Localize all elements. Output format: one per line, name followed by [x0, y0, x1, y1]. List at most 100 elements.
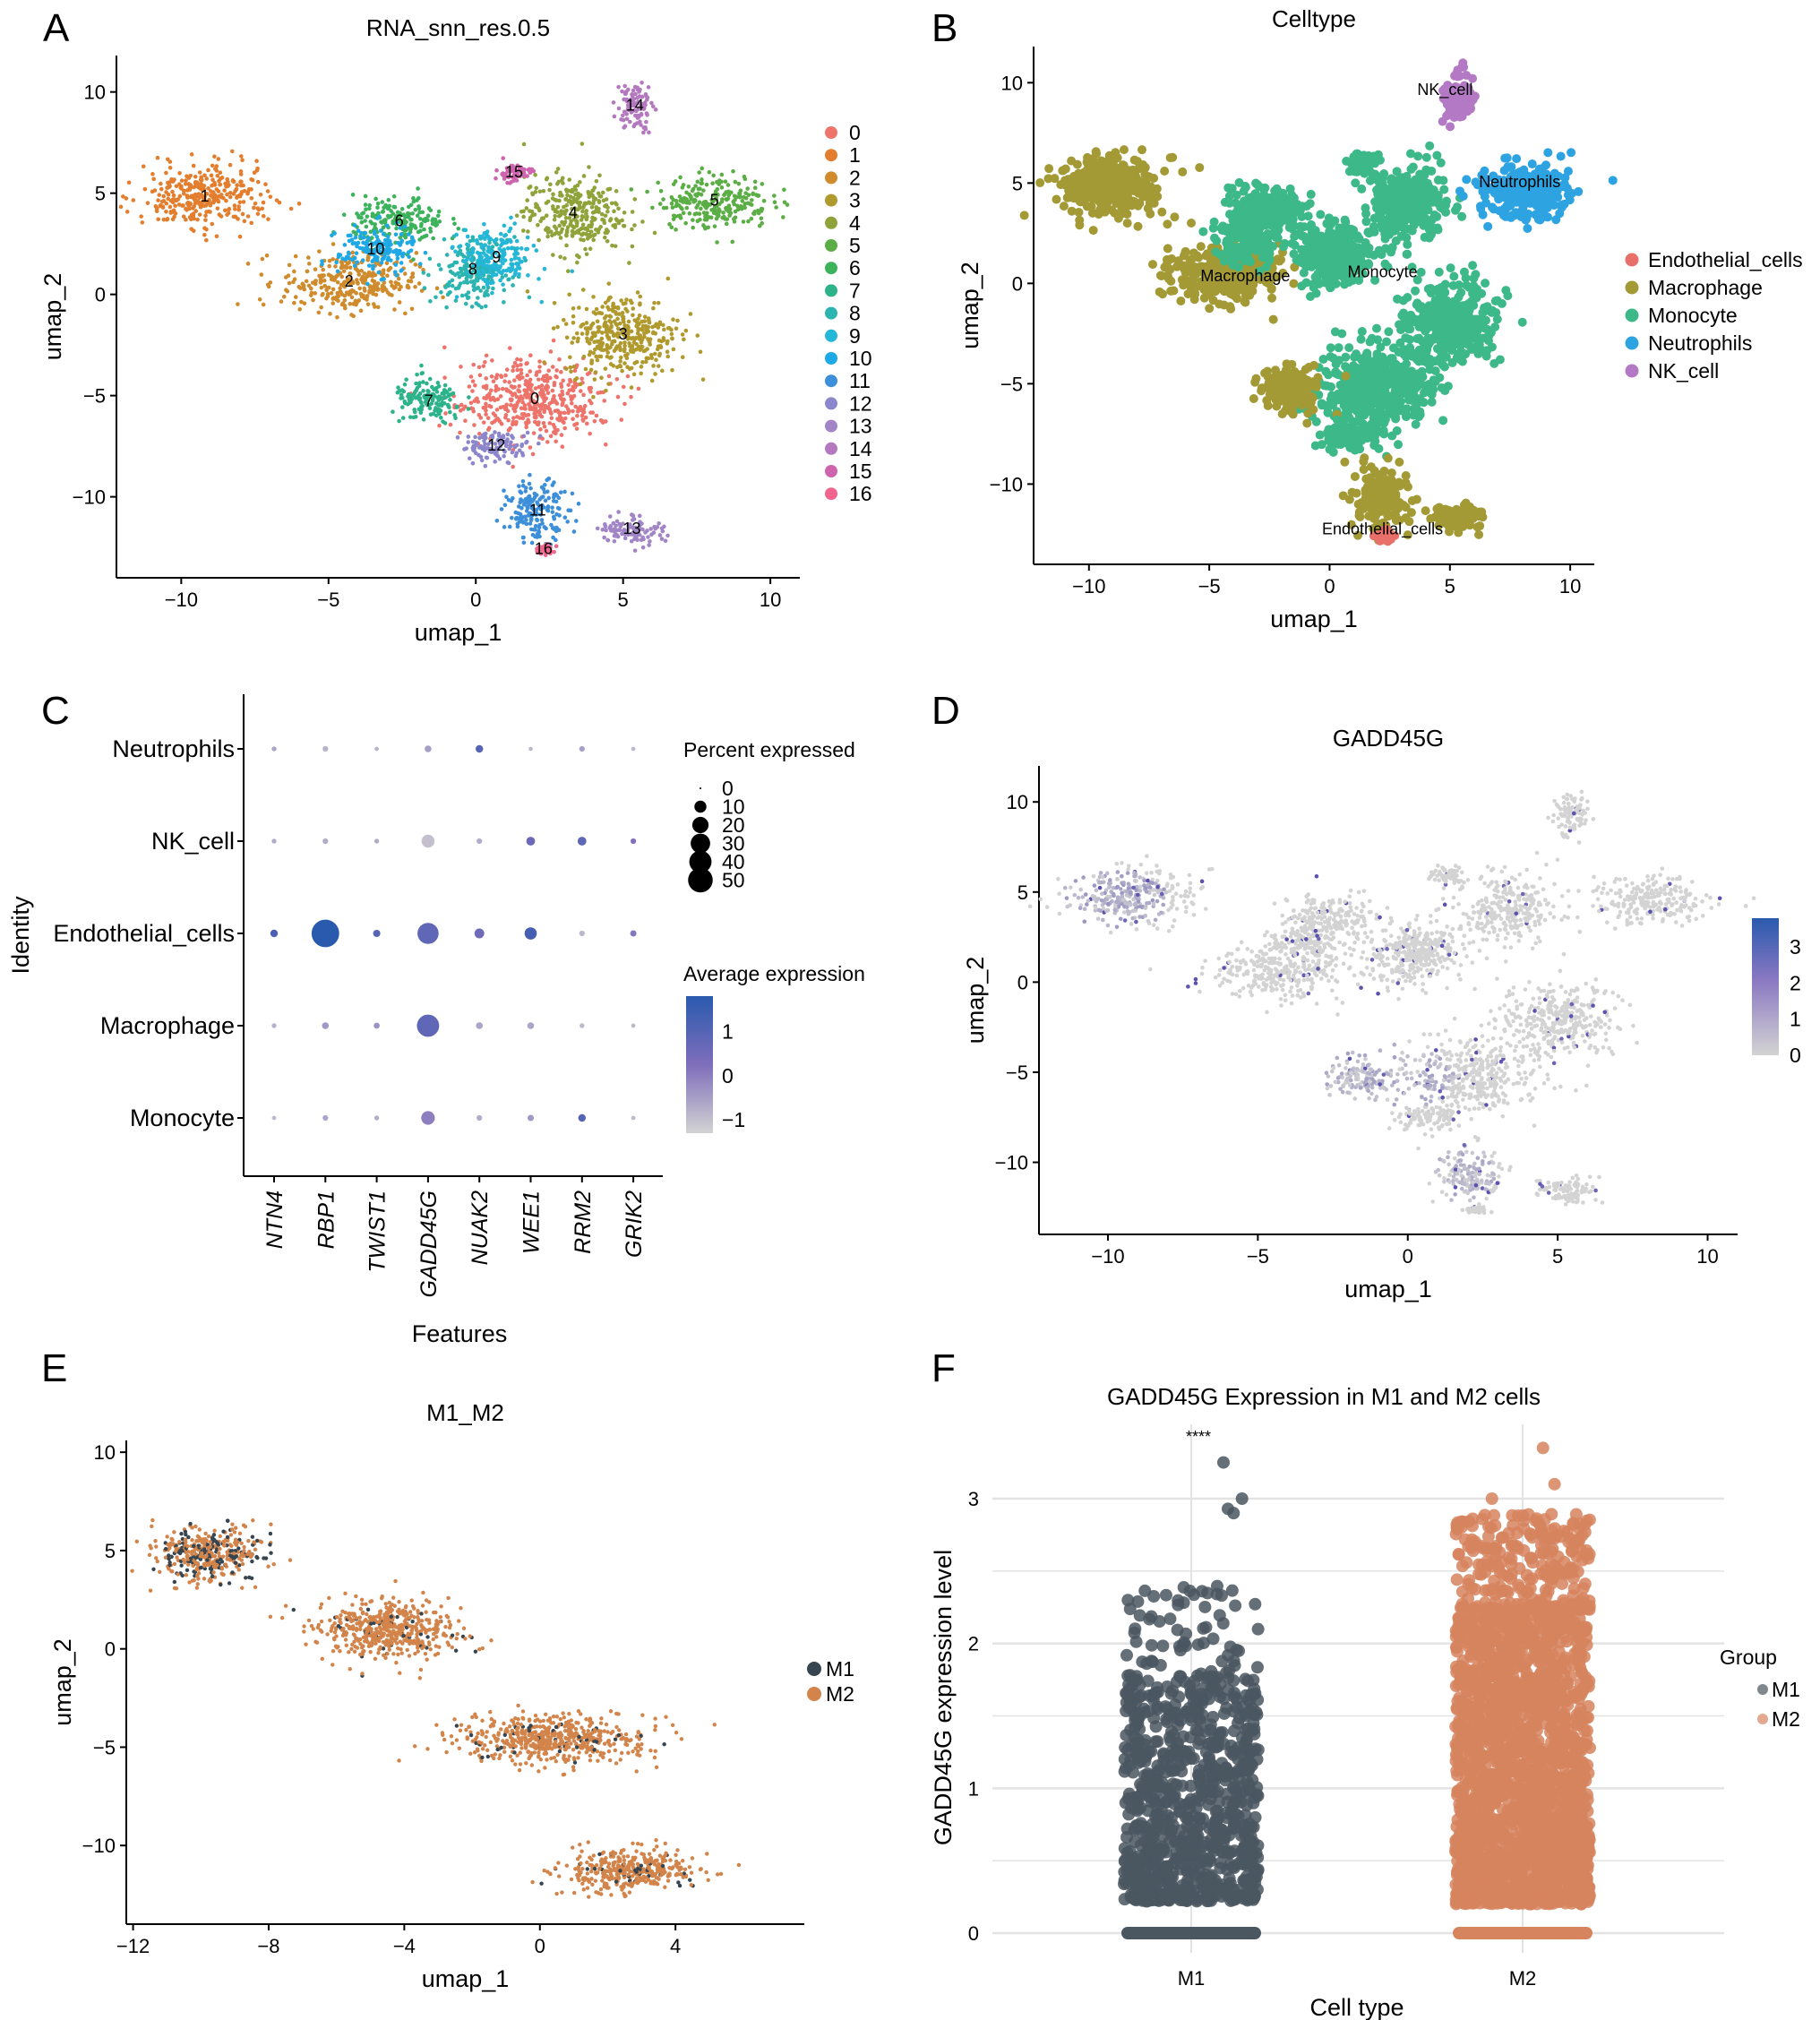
cluster-3-point	[638, 294, 643, 299]
cluster-5-point	[710, 181, 715, 186]
legend-label-cluster-4: 4	[849, 211, 861, 235]
cluster-1-point	[159, 186, 164, 192]
cluster-12-point	[466, 434, 471, 439]
celltype-point-Monocyte	[1344, 343, 1354, 353]
cluster-4-point	[547, 187, 552, 193]
legend-swatch-cluster-14	[825, 442, 837, 455]
panel-a-y-tick-label: 5	[95, 183, 106, 205]
cluster-label-7: 7	[425, 391, 434, 409]
cluster-2-point	[292, 269, 296, 274]
celltype-point-Macrophage	[1137, 145, 1146, 155]
cluster-8-point	[485, 288, 489, 294]
cluster-3-point	[638, 301, 642, 306]
cluster-13-point	[651, 530, 657, 535]
cluster-11-point	[516, 511, 520, 516]
cluster-8-point	[485, 293, 490, 297]
cluster-5-point	[674, 228, 678, 232]
cluster-7-point	[453, 416, 458, 421]
celltype-point-Monocyte	[1341, 362, 1351, 372]
cluster-0-point	[629, 394, 633, 400]
cluster-10-point	[399, 261, 404, 265]
cluster-11-point	[554, 499, 559, 504]
cluster-1-point	[208, 202, 212, 207]
cluster-1-point	[197, 170, 202, 175]
cluster-5-point	[686, 184, 691, 189]
cluster-1-point	[206, 168, 210, 173]
cluster-4-point	[584, 211, 588, 216]
cluster-13-point	[612, 538, 617, 544]
cluster-1-point	[241, 200, 246, 204]
celltype-point-Macrophage	[1223, 286, 1233, 296]
cluster-0-point	[512, 408, 518, 414]
cluster-3-point	[642, 319, 648, 323]
cluster-0-point	[497, 419, 502, 424]
cluster-0-point	[514, 419, 519, 425]
cluster-4-point	[551, 192, 555, 197]
cluster-2-point	[311, 297, 315, 303]
cluster-4-point	[588, 229, 594, 234]
panel-b-y-tick-label: −10	[990, 473, 1023, 495]
cluster-6-point	[433, 217, 438, 222]
cluster-0-point	[543, 403, 548, 408]
cluster-4-point	[564, 233, 569, 238]
cluster-4-point	[571, 196, 577, 202]
celltype-point-Monocyte	[1355, 376, 1365, 386]
cluster-2-point	[331, 242, 336, 246]
celltype-point-Monocyte	[1376, 342, 1386, 352]
cluster-14-point	[622, 83, 627, 89]
cluster-5-point	[693, 184, 698, 188]
cluster-8-point	[502, 300, 506, 305]
celltype-point-Monocyte	[1353, 368, 1363, 378]
cluster-3-point	[599, 311, 605, 316]
cluster-0-point	[571, 417, 575, 422]
cluster-11-point	[530, 532, 536, 537]
cluster-4-point	[575, 260, 579, 265]
cluster-7-point	[412, 408, 416, 412]
cluster-10-point	[392, 249, 398, 254]
cluster-7-point	[399, 396, 403, 400]
cluster-4-point	[530, 213, 535, 218]
celltype-point-Monocyte	[1411, 286, 1421, 296]
celltype-point-Monocyte	[1321, 366, 1331, 376]
cluster-3-point	[627, 344, 632, 348]
cluster-1-point	[249, 176, 253, 182]
celltype-point-Macrophage	[1120, 175, 1130, 185]
celltype-point-Monocyte	[1396, 397, 1406, 407]
legend-swatch-cluster-9	[825, 329, 837, 342]
cluster-3-point	[606, 382, 611, 386]
cluster-5-point	[667, 222, 672, 227]
cluster-3-point	[682, 337, 686, 342]
cluster-4-point	[545, 230, 551, 235]
cluster-12-point	[509, 434, 514, 438]
cluster-1-point	[141, 164, 146, 169]
cluster-4-point	[589, 205, 595, 210]
cluster-2-point	[313, 267, 318, 271]
cluster-1-point	[238, 169, 244, 174]
cluster-1-point	[188, 202, 193, 207]
cluster-16-point	[552, 549, 556, 554]
cluster-1-point	[124, 210, 130, 214]
cluster-11-point	[504, 494, 509, 500]
cluster-1-point	[193, 174, 198, 179]
cluster-3-point	[698, 349, 703, 355]
cluster-1-point	[222, 188, 227, 193]
cluster-2-point	[414, 251, 419, 255]
cluster-12-point	[506, 460, 511, 466]
panel-b-x-tick-label: −10	[1072, 575, 1105, 597]
cluster-6-point	[428, 229, 434, 234]
celltype-point-Monocyte	[1379, 398, 1389, 408]
cluster-5-point	[780, 215, 786, 219]
legend-swatch-cluster-4	[825, 216, 837, 229]
cluster-7-point	[454, 404, 459, 409]
cluster-2-point	[285, 288, 290, 294]
cluster-2-point	[362, 286, 367, 291]
cluster-5-point	[700, 177, 704, 182]
cluster-7-point	[413, 389, 418, 394]
cluster-1-point	[183, 182, 188, 186]
cluster-8-point	[448, 269, 453, 274]
legend-swatch-cluster-2	[825, 171, 837, 185]
cluster-10-point	[395, 256, 400, 261]
cluster-3-point	[656, 300, 661, 305]
cluster-1-point	[172, 210, 176, 215]
cluster-11-point	[545, 477, 549, 483]
